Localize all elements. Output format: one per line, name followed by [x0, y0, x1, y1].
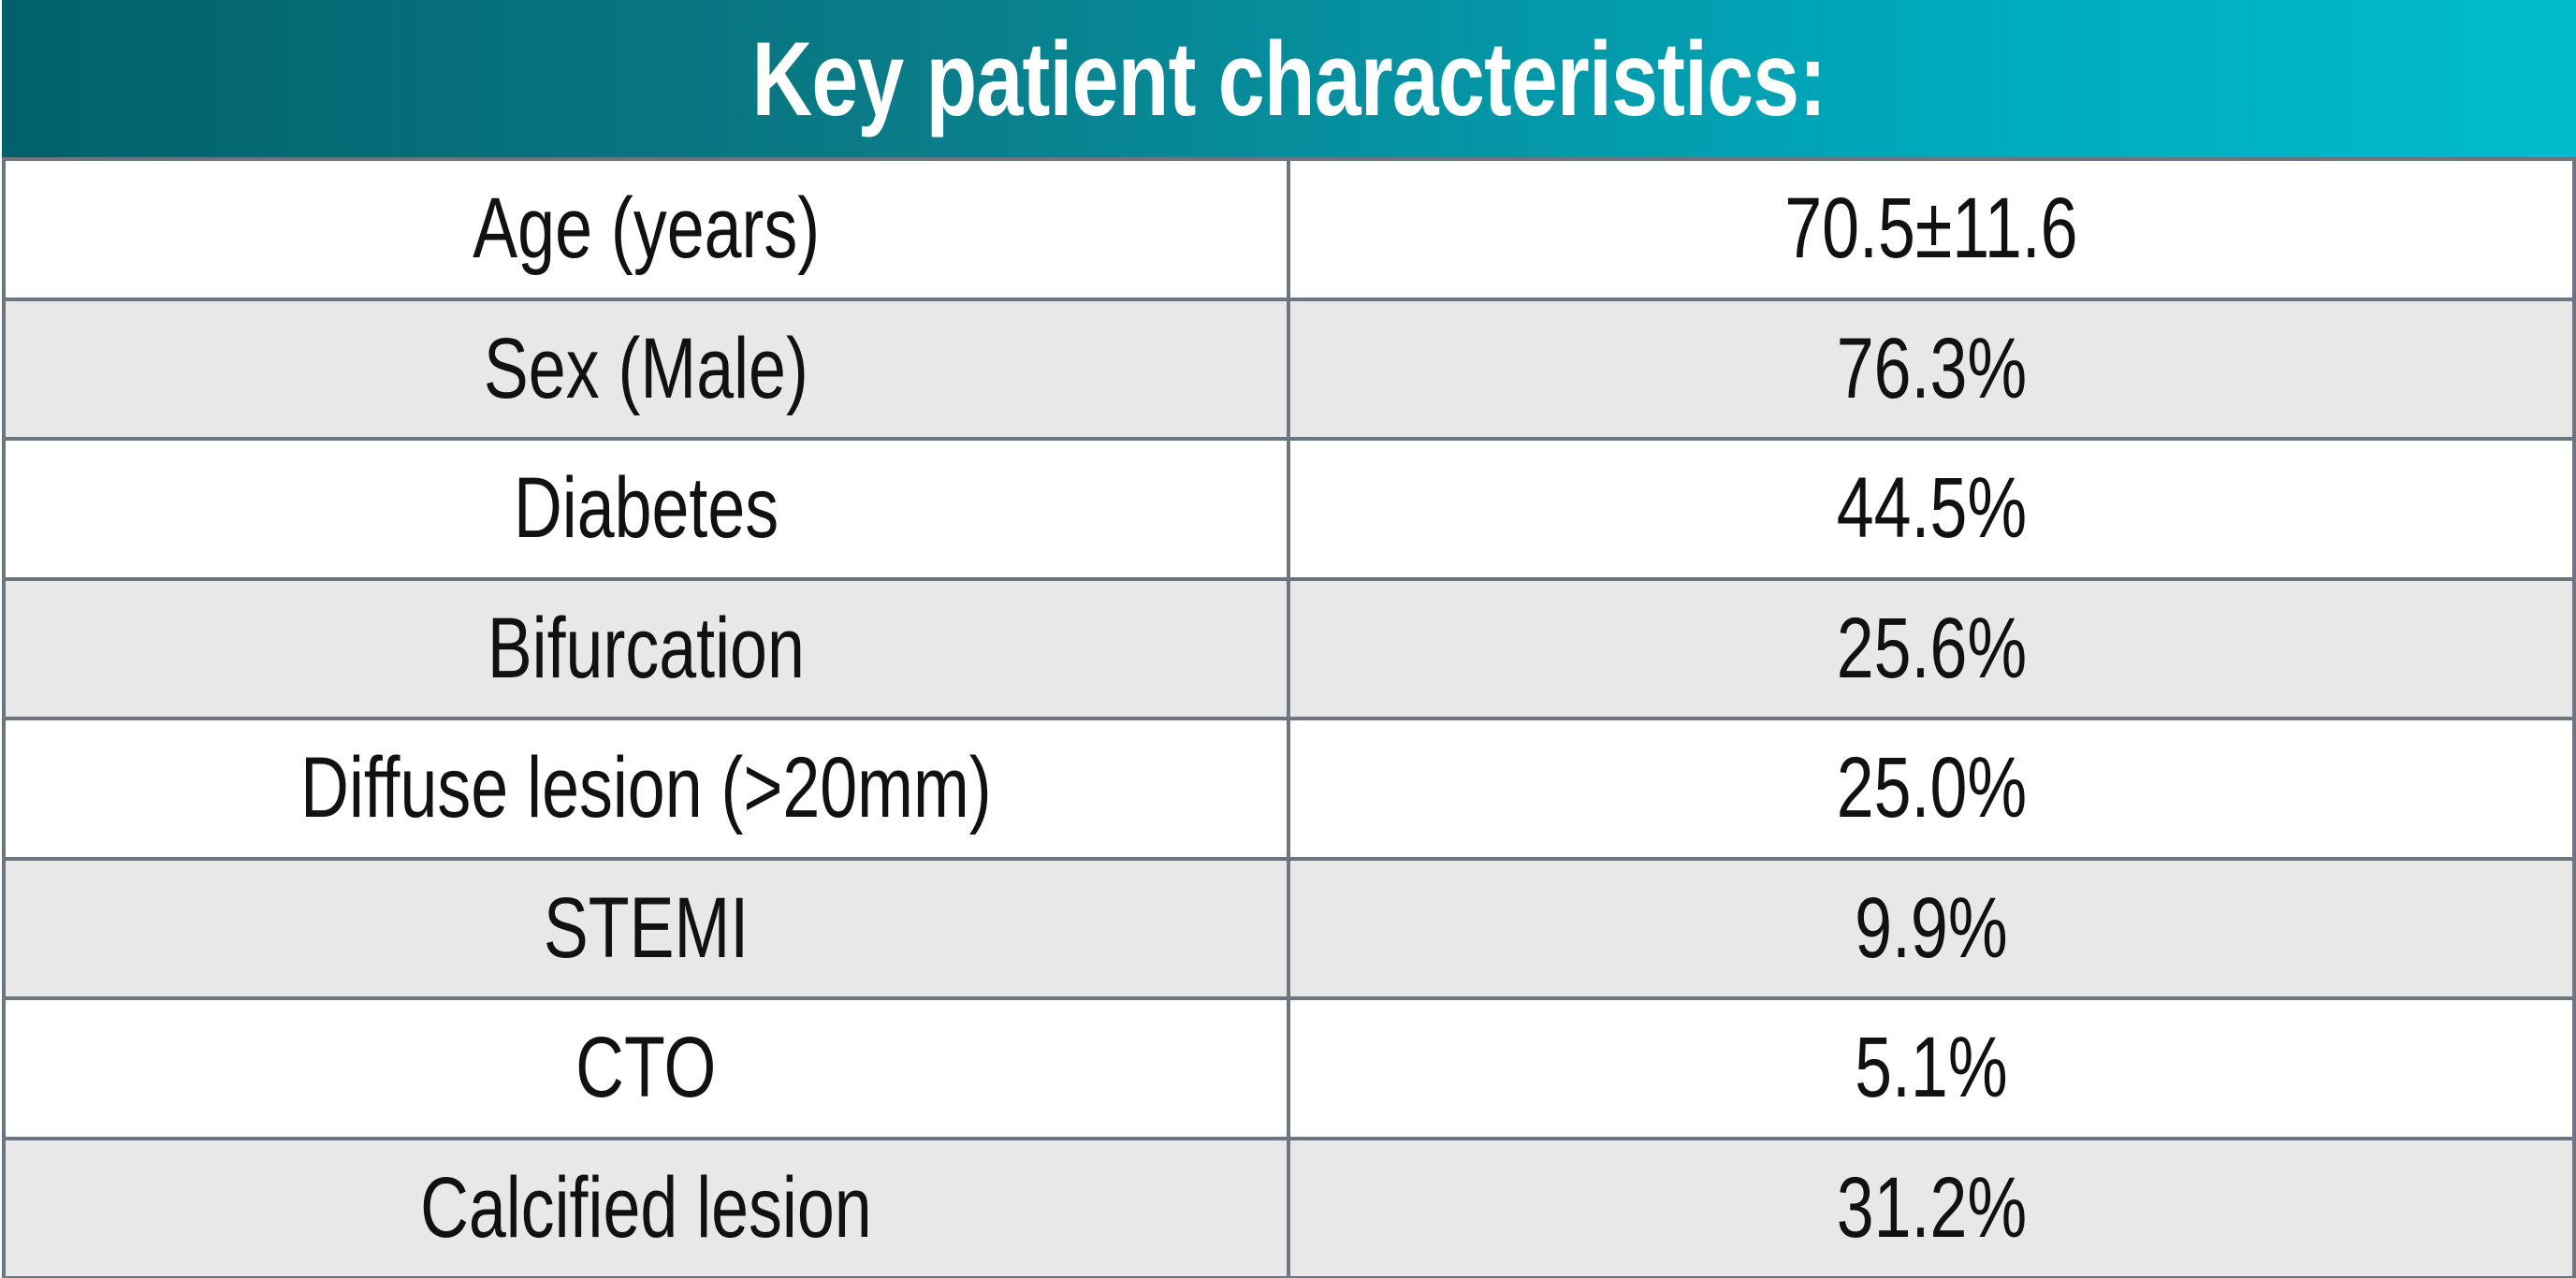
row-value-cell: 25.0%	[1290, 720, 2572, 857]
row-label-cell: Diabetes	[6, 441, 1290, 577]
row-label-cell: Bifurcation	[6, 580, 1290, 717]
row-label: CTO	[575, 1020, 717, 1116]
row-value-cell: 44.5%	[1290, 441, 2572, 577]
table-title: Key patient characteristics:	[751, 20, 1827, 138]
row-label: Calcified lesion	[420, 1159, 872, 1256]
row-label: Diffuse lesion (>20mm)	[300, 740, 992, 836]
row-label: STEMI	[543, 879, 750, 976]
table-row: Diabetes 44.5%	[6, 437, 2572, 577]
row-value: 76.3%	[1836, 320, 2027, 416]
table-row: Age (years) 70.5±11.6	[6, 157, 2572, 298]
row-value: 70.5±11.6	[1784, 181, 2078, 277]
row-label: Diabetes	[513, 460, 779, 557]
row-label-cell: Diffuse lesion (>20mm)	[6, 720, 1290, 857]
row-value-cell: 9.9%	[1290, 861, 2572, 997]
table-header: Key patient characteristics:	[2, 0, 2576, 157]
row-value: 5.1%	[1855, 1020, 2008, 1116]
row-value-cell: 70.5±11.6	[1290, 161, 2572, 298]
table-row: CTO 5.1%	[6, 996, 2572, 1137]
row-value: 25.6%	[1836, 600, 2027, 696]
row-label: Bifurcation	[487, 600, 806, 696]
row-label-cell: CTO	[6, 1000, 1290, 1137]
table-row: Bifurcation 25.6%	[6, 576, 2572, 718]
table-row: Diffuse lesion (>20mm) 25.0%	[6, 717, 2572, 857]
table-body: Age (years) 70.5±11.6 Sex (Male) 76.3% D…	[2, 157, 2576, 1278]
table-row: STEMI 9.9%	[6, 856, 2572, 997]
row-value: 25.0%	[1836, 740, 2027, 836]
row-label-cell: Age (years)	[6, 161, 1290, 298]
row-value: 9.9%	[1855, 879, 2008, 976]
row-label-cell: Sex (Male)	[6, 300, 1290, 437]
row-value-cell: 76.3%	[1290, 301, 2572, 438]
row-value: 44.5%	[1836, 460, 2027, 557]
row-value: 31.2%	[1836, 1159, 2027, 1256]
row-value-cell: 31.2%	[1290, 1140, 2572, 1277]
row-label: Age (years)	[473, 181, 820, 277]
row-label-cell: STEMI	[6, 860, 1290, 996]
row-label: Sex (Male)	[484, 320, 808, 416]
row-value-cell: 25.6%	[1290, 581, 2572, 718]
table-row: Sex (Male) 76.3%	[6, 297, 2572, 438]
row-value-cell: 5.1%	[1290, 1000, 2572, 1137]
row-label-cell: Calcified lesion	[6, 1140, 1290, 1276]
table-row: Calcified lesion 31.2%	[6, 1136, 2572, 1277]
